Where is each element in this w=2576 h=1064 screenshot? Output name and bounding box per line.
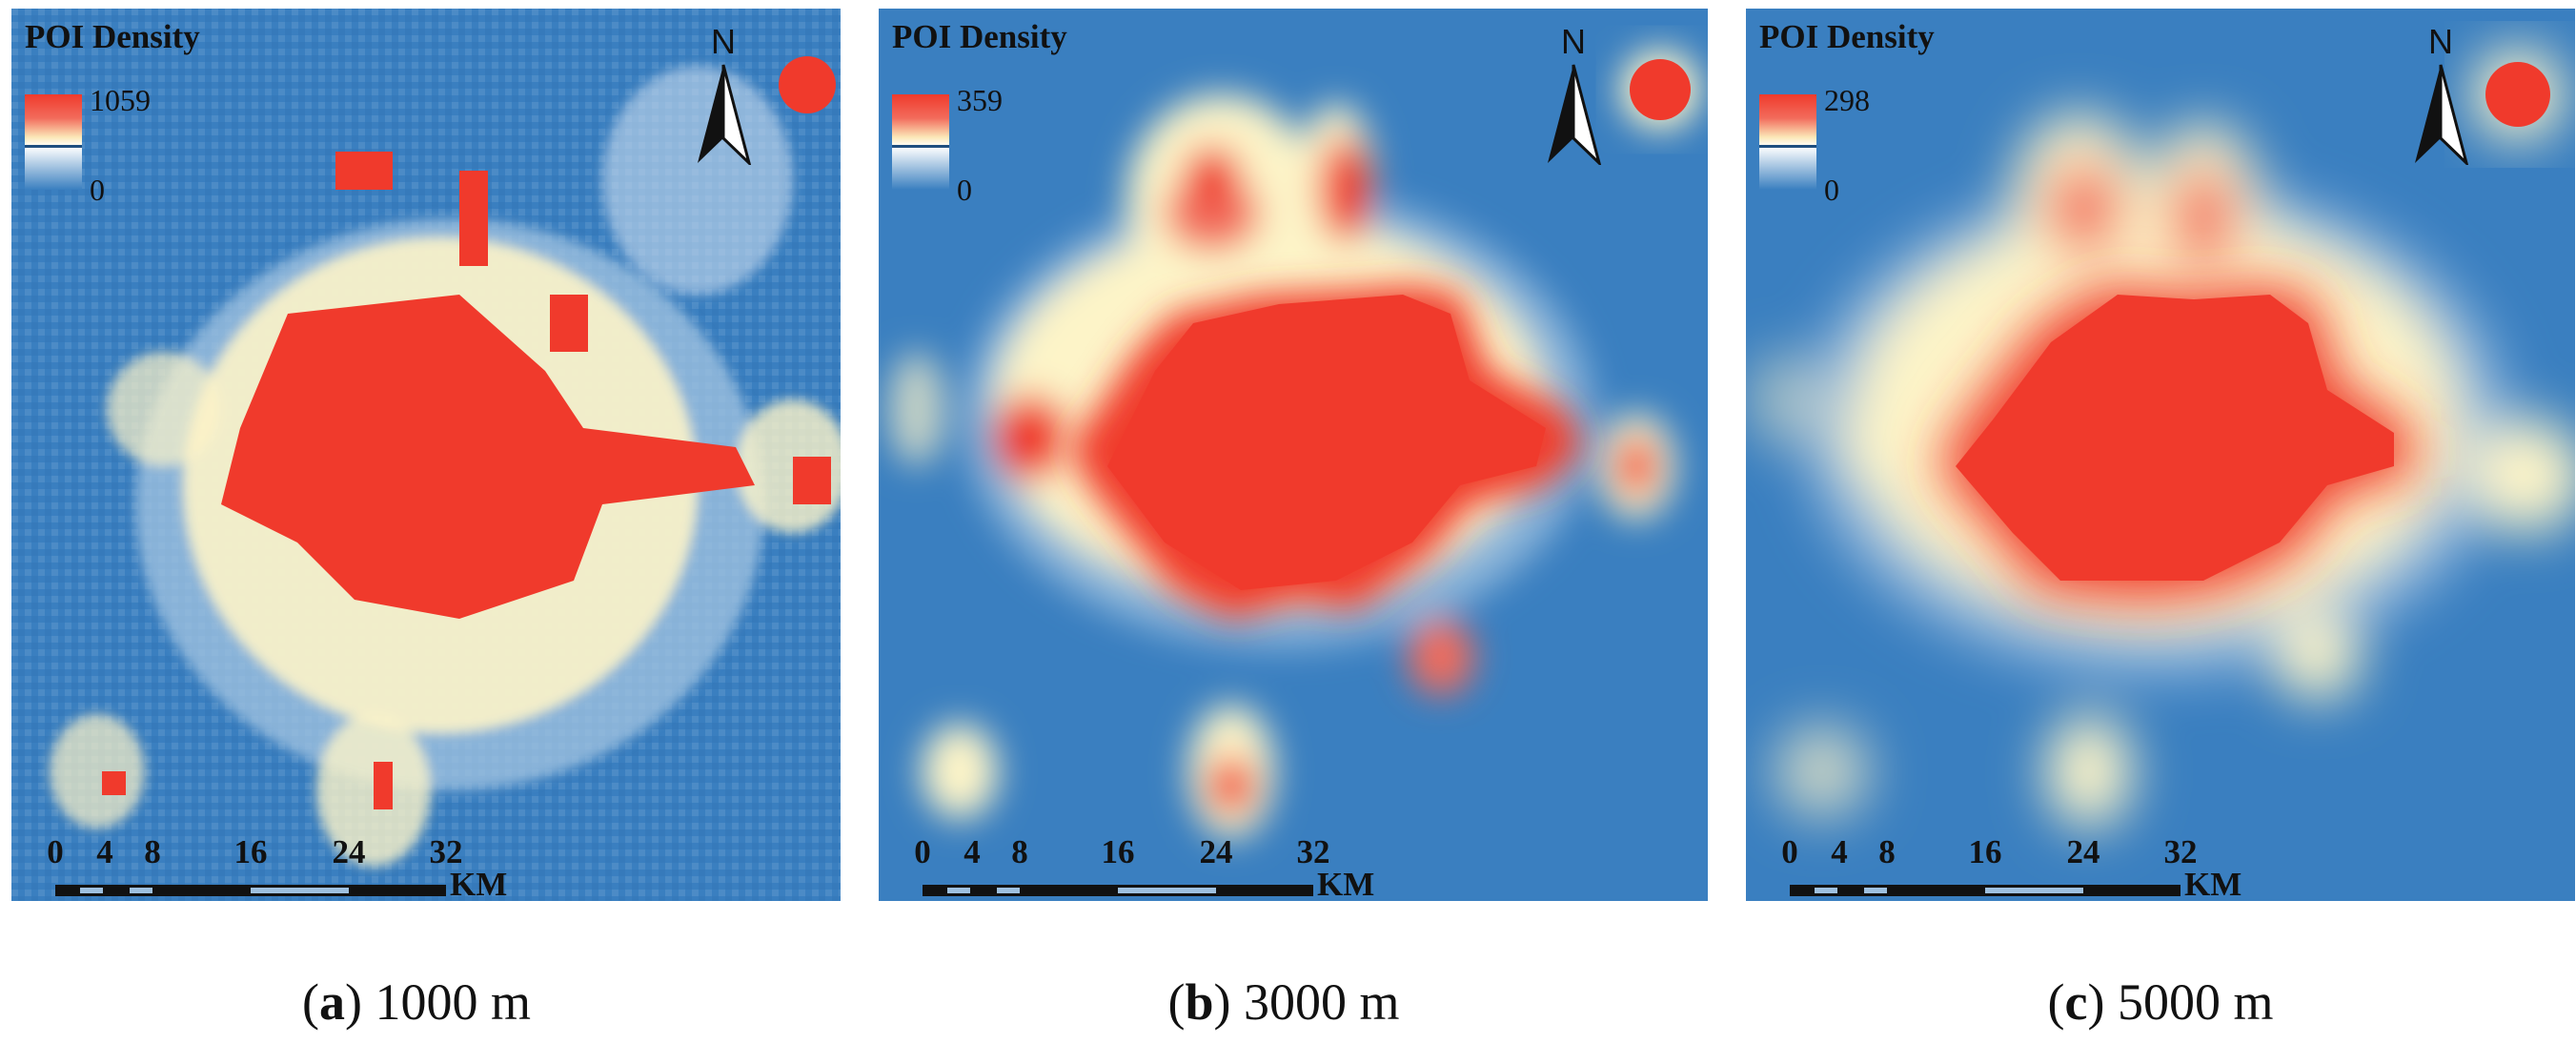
density-map-b [879, 9, 1708, 901]
scale-tick: 4 [96, 833, 113, 870]
scale-bar: 0 4 8 16 24 32 KM [29, 833, 562, 901]
scale-tick: 24 [1199, 833, 1233, 870]
scale-tick: 8 [1878, 833, 1896, 870]
scale-tick: 8 [144, 833, 161, 870]
scale-tick: 0 [1781, 833, 1798, 870]
map-panel-c: POI Density 298 0 N 0 4 8 16 24 32 KM [1746, 9, 2575, 901]
scale-tick: 16 [1101, 833, 1135, 870]
legend-min-value: 0 [957, 173, 972, 207]
scale-bar: 0 4 8 16 24 32 KM [896, 833, 1430, 901]
caption-letter: a [318, 973, 345, 1031]
caption-text: ) 5000 m [2087, 973, 2274, 1031]
north-label: N [2428, 22, 2453, 61]
scale-bar-line [1790, 885, 2180, 896]
caption-c: (c) 5000 m [2047, 973, 2274, 1031]
scale-tick: 4 [963, 833, 981, 870]
legend-max-value: 359 [957, 83, 1003, 117]
legend-title: POI Density [1759, 18, 1935, 55]
legend-max-value: 1059 [90, 83, 151, 117]
scale-unit: KM [450, 866, 508, 901]
scale-tick: 16 [1968, 833, 2002, 870]
caption-letter: c [2064, 973, 2088, 1031]
scale-tick: 8 [1011, 833, 1028, 870]
legend-color-ramp [25, 94, 82, 190]
north-arrow-icon: N [690, 22, 757, 165]
scale-tick: 4 [1831, 833, 1848, 870]
caption-text: ) 3000 m [1213, 973, 1400, 1031]
legend-min-value: 0 [90, 173, 105, 207]
density-map-c [1746, 9, 2575, 901]
scale-tick: 0 [47, 833, 64, 870]
caption-b: (b) 3000 m [1167, 973, 1400, 1031]
map-panel-b: POI Density 359 0 N 0 4 8 16 24 32 KM [879, 9, 1708, 901]
scale-unit: KM [2184, 866, 2242, 901]
legend-min-value: 0 [1824, 173, 1839, 207]
legend-color-ramp [892, 94, 949, 190]
legend-title: POI Density [25, 18, 200, 55]
scale-tick: 24 [2066, 833, 2100, 870]
legend-max-value: 298 [1824, 83, 1870, 117]
scale-unit: KM [1317, 866, 1375, 901]
scale-bar: 0 4 8 16 24 32 KM [1763, 833, 2297, 901]
caption-text: ) 1000 m [344, 973, 531, 1031]
scale-tick: 32 [1296, 833, 1330, 870]
scale-tick: 32 [429, 833, 463, 870]
caption-letter: b [1185, 973, 1214, 1031]
legend-color-ramp [1759, 94, 1816, 190]
scale-tick: 24 [332, 833, 366, 870]
scale-bar-line [923, 885, 1313, 896]
north-label: N [711, 22, 736, 61]
north-label: N [1561, 22, 1586, 61]
scale-tick: 16 [233, 833, 268, 870]
caption-a: (a) 1000 m [302, 973, 531, 1031]
legend-title: POI Density [892, 18, 1067, 55]
scale-tick: 32 [2163, 833, 2198, 870]
scale-bar-line [55, 885, 446, 896]
map-panel-a: POI Density 1059 0 N 0 4 8 16 24 32 KM [11, 9, 841, 901]
north-arrow-icon: N [2407, 22, 2474, 165]
scale-tick: 0 [914, 833, 931, 870]
north-arrow-icon: N [1540, 22, 1607, 165]
